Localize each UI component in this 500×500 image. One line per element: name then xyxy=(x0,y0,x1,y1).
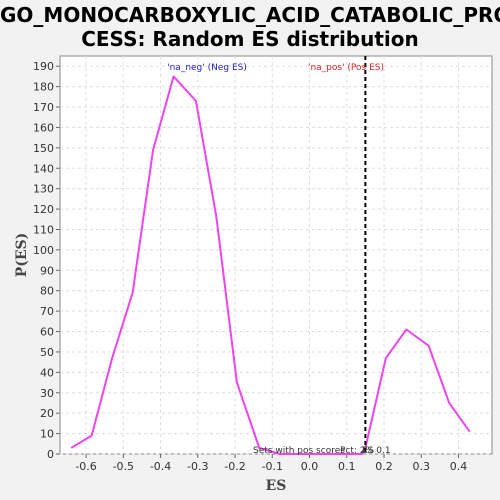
y-tick-label: 190 xyxy=(33,60,54,73)
pos-sets-annotation: Sets with pos scores xyxy=(253,446,345,456)
x-tick-label: 0.0 xyxy=(301,460,319,473)
x-tick-label: 0.3 xyxy=(412,460,430,473)
y-tick-label: 160 xyxy=(33,121,54,134)
x-tick-label: -0.5 xyxy=(113,460,134,473)
y-tick-label: 20 xyxy=(40,407,54,420)
neg-es-annotation: 'na_neg' (Neg ES) xyxy=(167,63,247,73)
x-tick-label: -0.4 xyxy=(150,460,171,473)
y-tick-label: 180 xyxy=(33,81,54,94)
x-tick-label: -0.3 xyxy=(187,460,208,473)
y-tick-label: 70 xyxy=(40,305,54,318)
y-tick-label: 30 xyxy=(40,387,54,400)
y-tick-label: 60 xyxy=(40,326,54,339)
x-tick-label: -0.6 xyxy=(75,460,96,473)
y-tick-label: 10 xyxy=(40,428,54,441)
x-tick-label: -0.2 xyxy=(224,460,245,473)
x-tick-label: 0.4 xyxy=(450,460,468,473)
es-value-annotation: ES 0.1 xyxy=(362,446,391,456)
series-line xyxy=(70,75,471,455)
chart-title-line1: GO_MONOCARBOXYLIC_ACID_CATABOLIC_PRO xyxy=(0,3,500,27)
y-tick-label: 0 xyxy=(47,448,54,461)
y-tick-label: 90 xyxy=(40,264,54,277)
chart-title-line2: CESS: Random ES distribution xyxy=(81,27,419,51)
y-tick-label: 80 xyxy=(40,285,54,298)
x-tick-label: 0.2 xyxy=(375,460,393,473)
x-tick-label: 0.1 xyxy=(338,460,356,473)
y-tick-label: 110 xyxy=(33,223,54,236)
pos-es-annotation: 'na_pos' (Pos ES) xyxy=(308,63,384,73)
pct-annotation: Pct: 2% xyxy=(340,446,375,456)
x-tick-label: -0.1 xyxy=(262,460,283,473)
y-tick-label: 50 xyxy=(40,346,54,359)
y-tick-label: 40 xyxy=(40,366,54,379)
y-tick-label: 170 xyxy=(33,101,54,114)
y-tick-label: 120 xyxy=(33,203,54,216)
y-axis-label: P(ES) xyxy=(14,233,30,278)
plot-area xyxy=(59,55,493,455)
x-axis-label: ES xyxy=(266,478,287,494)
y-tick-label: 130 xyxy=(33,183,54,196)
y-tick-label: 150 xyxy=(33,142,54,155)
y-tick-label: 100 xyxy=(33,244,54,257)
y-tick-label: 140 xyxy=(33,162,54,175)
